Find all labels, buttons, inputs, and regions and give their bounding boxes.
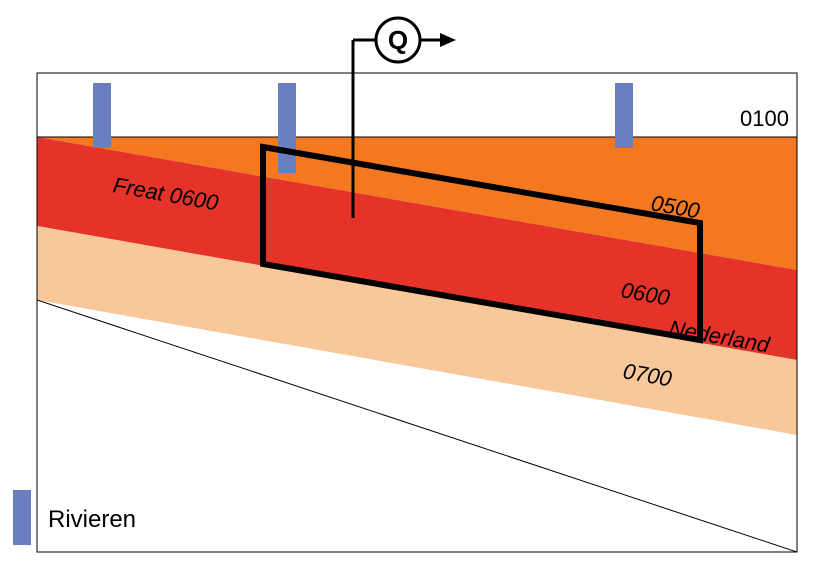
q-label: Q <box>388 25 408 55</box>
q-arrow-head <box>440 33 456 47</box>
river-bar-1 <box>278 83 296 173</box>
legend-label-river: Rivieren <box>48 506 136 533</box>
label-0100: 0100 <box>740 106 789 131</box>
legend-swatch-river <box>13 490 31 545</box>
river-bar-0 <box>93 83 111 148</box>
river-bar-2 <box>615 83 633 148</box>
